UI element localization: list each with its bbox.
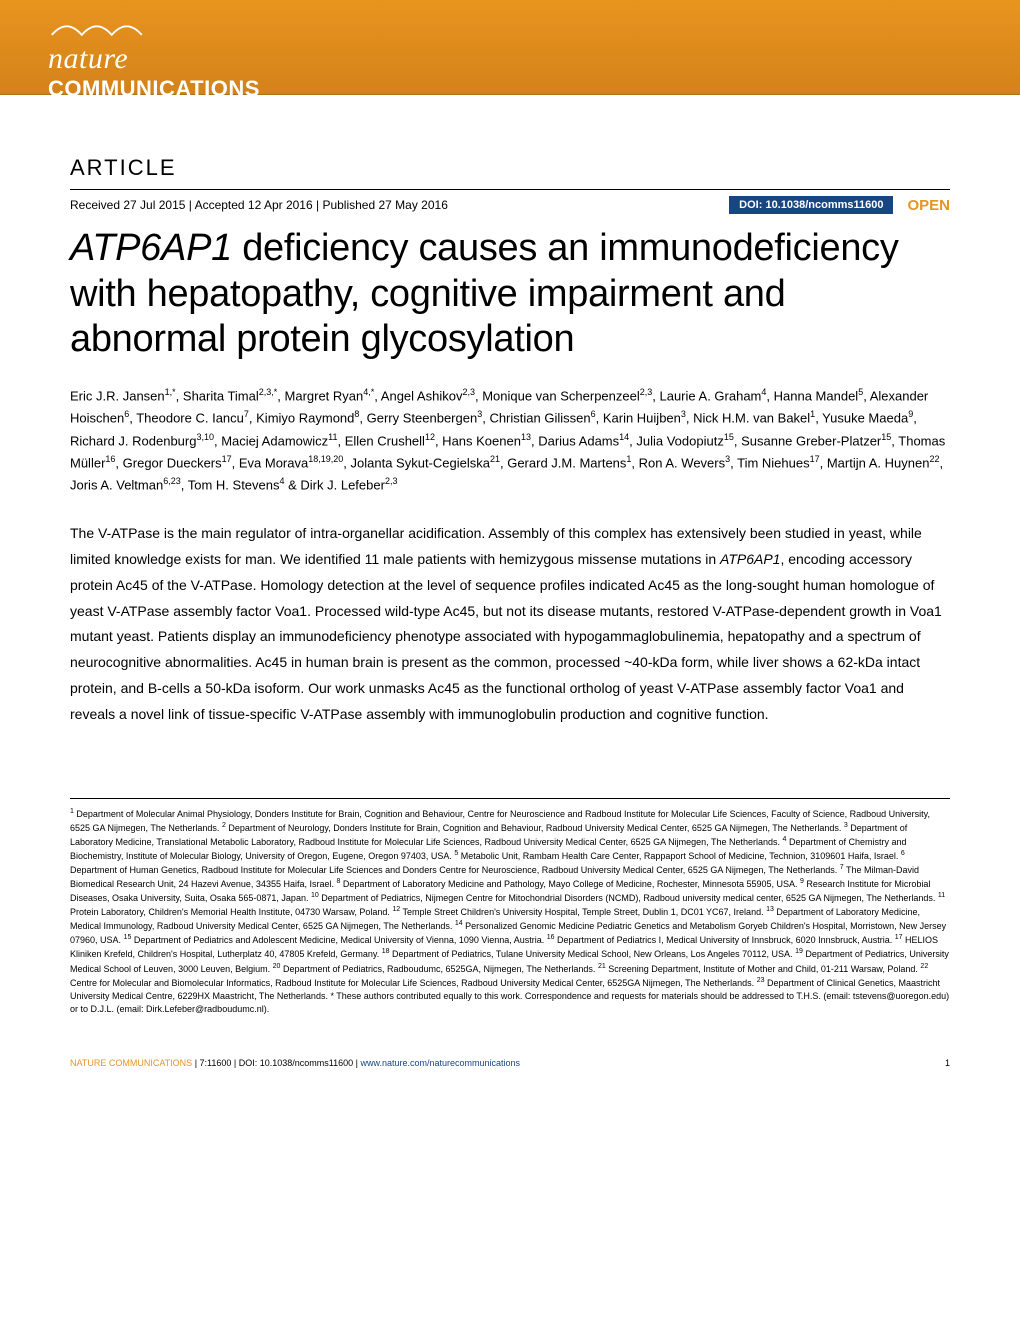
open-access-label: OPEN [907, 197, 950, 214]
journal-logo: nature COMMUNICATIONS [48, 12, 260, 102]
footer-url-link[interactable]: www.nature.com/naturecommunications [360, 1058, 520, 1068]
author-list: Eric J.R. Jansen1,*, Sharita Timal2,3,*,… [70, 385, 950, 497]
article-abstract: The V-ATPase is the main regulator of in… [70, 521, 950, 728]
logo-swoosh-icon [48, 12, 168, 42]
accepted-date: Accepted 12 Apr 2016 [195, 198, 313, 212]
page-number: 1 [945, 1058, 950, 1068]
journal-header: nature COMMUNICATIONS [0, 0, 1020, 95]
article-title: ATP6AP1 deficiency causes an immunodefic… [70, 226, 950, 363]
article-type-label: ARTICLE [70, 155, 950, 181]
doi-badge: DOI: 10.1038/ncomms11600 [729, 196, 893, 214]
received-date: Received 27 Jul 2015 [70, 198, 185, 212]
footer-citation-details: | 7:11600 | DOI: 10.1038/ncomms11600 | [195, 1058, 361, 1068]
footer-citation: NATURE COMMUNICATIONS | 7:11600 | DOI: 1… [70, 1058, 520, 1068]
logo-nature-text: nature [48, 42, 260, 76]
published-date: Published 27 May 2016 [322, 198, 447, 212]
article-meta-row: Received 27 Jul 2015 | Accepted 12 Apr 2… [70, 189, 950, 214]
logo-communications-text: COMMUNICATIONS [48, 76, 260, 102]
footer-journal-name: NATURE COMMUNICATIONS [70, 1058, 192, 1068]
author-affiliations: 1 Department of Molecular Animal Physiol… [70, 798, 950, 1016]
page-footer: NATURE COMMUNICATIONS | 7:11600 | DOI: 1… [0, 1046, 1020, 1088]
article-dates: Received 27 Jul 2015 | Accepted 12 Apr 2… [70, 198, 729, 212]
article-content: ARTICLE Received 27 Jul 2015 | Accepted … [0, 95, 1020, 1046]
title-gene-name: ATP6AP1 [70, 227, 232, 269]
